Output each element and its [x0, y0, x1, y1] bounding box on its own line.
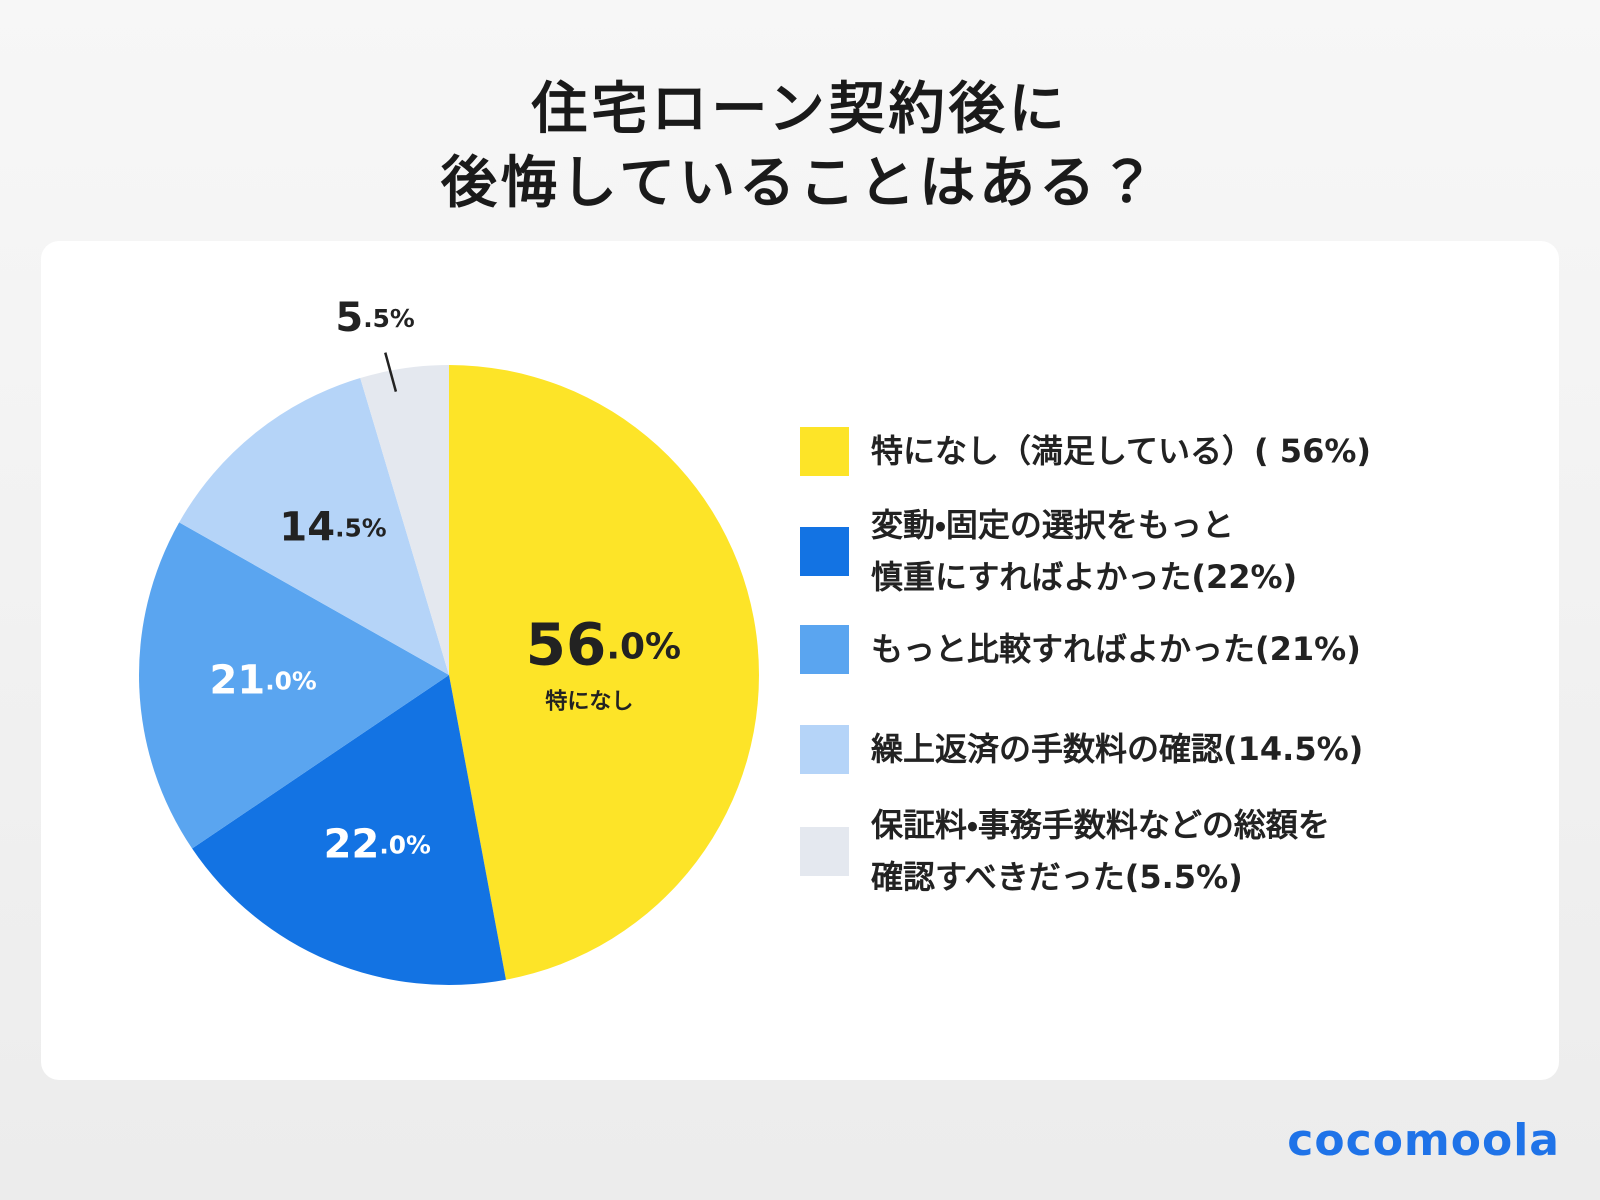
data-label: 14.5%: [279, 505, 386, 551]
chart-title: 後悔していることはある？: [440, 151, 1160, 216]
legend-label: 変動・固定の選択をもっと 慎重にすればよかった(22%): [871, 506, 1298, 596]
pie-slice: [139, 522, 449, 849]
legend-label: 特になし（満足している）( 56%): [871, 432, 1372, 470]
leader-line: [384, 352, 398, 392]
legend-item: 繰上返済の手数料の確認(14.5%): [800, 723, 1520, 775]
legend-item: 変動・固定の選択をもっと 慎重にすればよかった(22%): [800, 499, 1520, 603]
pie-slice: [449, 365, 760, 980]
legend-swatch: [800, 724, 849, 774]
pie-slice: [360, 365, 449, 675]
legend-swatch: [800, 826, 849, 876]
legend-swatch: [800, 526, 849, 576]
slice-annotation: 特になし: [545, 689, 633, 715]
pie-slice: [179, 377, 450, 675]
data-label: 21.0%: [210, 657, 317, 703]
legend-item: もっと比較すればよかった(21%): [800, 623, 1520, 675]
pie-slice: [192, 675, 506, 985]
legend-label: もっと比較すればよかった(21%): [871, 630, 1361, 668]
legend-label: 保証料・事務手数料などの総額を 確認すべきだった(5.5%): [871, 806, 1330, 896]
legend-item: 保証料・事務手数料などの総額を 確認すべきだった(5.5%): [800, 799, 1520, 903]
data-label: 5.5%: [335, 295, 415, 341]
legend-item: 特になし（満足している）( 56%): [800, 425, 1520, 477]
data-label: 56.0%: [526, 611, 681, 679]
data-label: 22.0%: [324, 822, 431, 868]
legend-swatch: [800, 624, 849, 674]
legend-label: 繰上返済の手数料の確認(14.5%): [871, 730, 1364, 768]
chart-title: 住宅ローン契約後に: [531, 77, 1069, 142]
brand-logo: cocomoola: [1287, 1115, 1560, 1166]
legend-swatch: [800, 426, 849, 476]
